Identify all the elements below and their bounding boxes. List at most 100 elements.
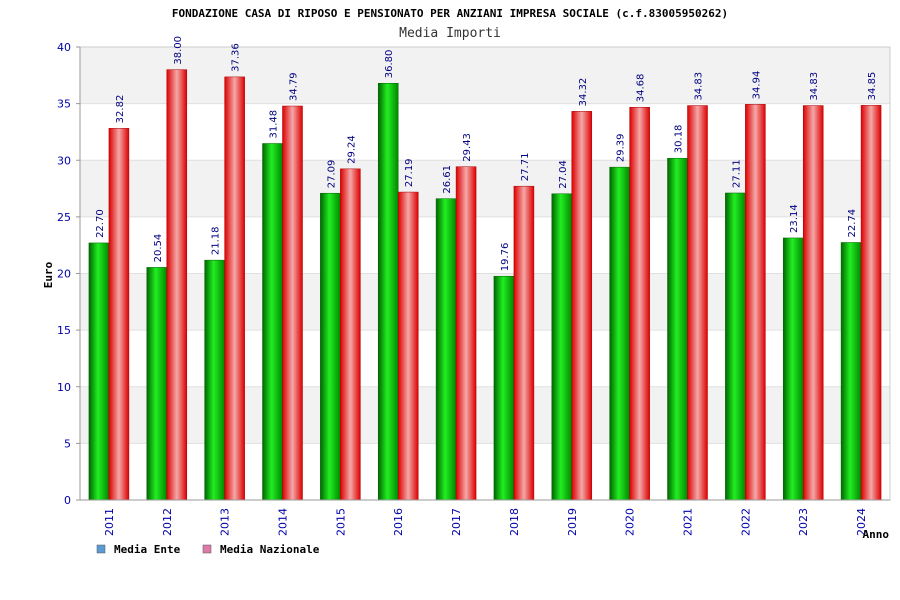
bar-media-ente (551, 193, 573, 501)
data-label: 27.11 (731, 159, 742, 188)
bar-media-nazionale (166, 69, 188, 501)
bar-media-ente (146, 267, 168, 501)
grid-band (80, 216, 890, 274)
data-label: 26.61 (442, 165, 453, 194)
grid-band (80, 443, 890, 500)
bar-media-nazionale (802, 105, 824, 501)
x-tick-label: 2013 (219, 508, 232, 536)
data-label: 36.80 (384, 50, 395, 79)
chart-subtitle: Media Importi (399, 26, 501, 41)
bar-media-ente (840, 242, 862, 501)
x-tick-label: 2023 (797, 508, 810, 536)
bar-media-nazionale (108, 128, 130, 501)
bar-media-ente (609, 166, 630, 501)
bars (88, 69, 882, 501)
data-label: 19.76 (500, 243, 511, 272)
y-tick-label: 25 (57, 211, 71, 224)
grid-band (80, 386, 890, 444)
x-tick-label: 2018 (508, 508, 521, 536)
x-axis: 2011 2012 2013 2014 2015 2016 2017 2018 2019 2020… (80, 499, 890, 536)
bar-media-nazionale (860, 105, 882, 501)
bar-media-nazionale (687, 105, 708, 501)
y-axis: 0 5 10 15 20 25 30 35 40 (57, 41, 81, 507)
x-tick-label: 2011 (103, 508, 116, 536)
bar-media-nazionale (455, 166, 477, 501)
data-label: 32.82 (115, 95, 126, 124)
y-tick-label: 35 (57, 98, 71, 111)
bar-media-nazionale (224, 76, 245, 501)
bar-media-ente (435, 198, 457, 501)
x-tick-label: 2024 (855, 508, 868, 536)
data-label: 34.68 (636, 74, 647, 103)
legend-label: Media Nazionale (220, 543, 320, 556)
data-label: 20.54 (153, 234, 164, 263)
x-tick-label: 2015 (334, 508, 347, 536)
x-tick-label: 2021 (682, 508, 695, 536)
data-label: 27.09 (326, 160, 337, 189)
x-tick-label: 2022 (739, 508, 752, 536)
x-tick-label: 2020 (624, 508, 637, 536)
y-tick-label: 20 (57, 268, 71, 281)
data-label: 37.36 (231, 43, 242, 72)
bar-media-nazionale (571, 111, 593, 501)
plot-background (79, 46, 891, 501)
x-tick-label: 2017 (450, 508, 463, 536)
bar-media-ente (204, 259, 225, 501)
x-axis-label: Anno (863, 528, 890, 541)
data-label: 34.32 (578, 78, 589, 107)
data-label: 22.74 (847, 209, 858, 238)
data-label: 31.48 (269, 110, 280, 139)
grid-band (80, 160, 890, 217)
data-label: 21.18 (211, 226, 222, 255)
data-label: 27.04 (558, 160, 569, 189)
data-label: 30.18 (674, 125, 685, 154)
bar-media-nazionale (513, 185, 535, 501)
grid-band (80, 47, 890, 104)
data-label: 29.39 (616, 134, 627, 163)
x-tick-label: 2014 (277, 508, 290, 536)
y-axis-label: Euro (42, 261, 55, 288)
y-tick-label: 30 (57, 154, 71, 167)
data-label: 22.70 (95, 209, 106, 238)
data-label: 27.71 (520, 153, 531, 182)
bar-media-nazionale (340, 168, 361, 501)
bar-media-nazionale (745, 104, 766, 501)
data-label: 34.85 (867, 72, 878, 101)
legend-swatch (96, 544, 106, 554)
bar-media-ente (262, 143, 283, 501)
data-label: 27.19 (404, 158, 415, 187)
chart-title: FONDAZIONE CASA DI RIPOSO E PENSIONATO P… (172, 7, 728, 20)
data-labels: 22.70 32.82 20.54 38.00 21.18 37.36 31.48 34.79… (95, 36, 878, 271)
bar-media-nazionale (397, 191, 419, 501)
grid-band (80, 103, 890, 161)
x-tick-label: 2012 (161, 508, 174, 536)
bar-media-ente (377, 82, 399, 501)
legend: Media Ente Media Nazionale (96, 543, 320, 556)
grid-band (80, 273, 890, 331)
data-label: 29.24 (346, 135, 357, 164)
bar-media-ente (320, 192, 341, 501)
data-label: 34.94 (751, 71, 762, 100)
bar-media-ente (88, 242, 110, 501)
bar-media-ente (725, 192, 746, 501)
x-tick-label: 2019 (566, 508, 579, 536)
data-label: 23.14 (789, 204, 800, 233)
y-tick-label: 10 (57, 381, 71, 394)
bar-media-nazionale (282, 105, 303, 501)
data-label: 34.83 (694, 72, 705, 101)
data-label: 29.43 (462, 133, 473, 162)
legend-swatch (202, 544, 212, 554)
y-tick-label: 5 (64, 437, 71, 450)
y-tick-label: 0 (64, 494, 71, 507)
data-label: 38.00 (173, 36, 184, 65)
grid-band (80, 330, 890, 387)
x-tick-label: 2016 (392, 508, 405, 536)
y-tick-label: 40 (57, 41, 71, 54)
bar-media-ente (667, 157, 688, 501)
bar-media-ente (493, 275, 515, 501)
y-tick-label: 15 (57, 324, 71, 337)
legend-label: Media Ente (114, 543, 181, 556)
data-label: 34.79 (289, 72, 300, 101)
data-label: 34.83 (809, 72, 820, 101)
